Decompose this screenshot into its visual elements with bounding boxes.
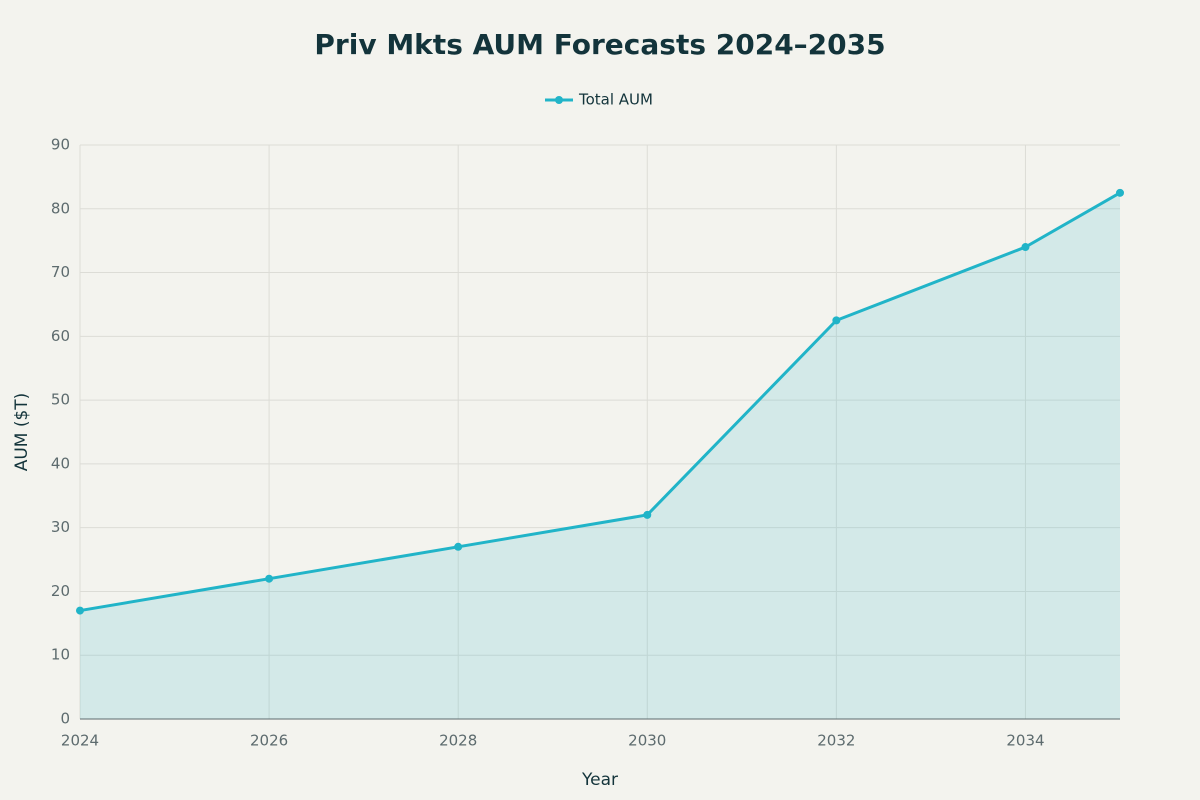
y-tick-label: 50	[51, 391, 70, 409]
y-tick-label: 30	[51, 518, 70, 536]
x-tick-label: 2030	[628, 732, 666, 750]
y-tick-label: 60	[51, 327, 70, 345]
legend-marker	[555, 96, 563, 104]
legend-label: Total AUM	[578, 91, 653, 109]
y-tick-label: 20	[51, 582, 70, 600]
plot	[76, 188, 1124, 720]
x-tick-label: 2026	[250, 732, 288, 750]
y-tick-label: 0	[60, 710, 70, 728]
point	[832, 316, 841, 325]
y-tick-label: 90	[51, 136, 70, 154]
point	[454, 542, 463, 551]
area	[80, 192, 1120, 720]
point	[265, 574, 274, 583]
y-tick-label: 70	[51, 263, 70, 281]
y-axis-title: AUM ($T)	[12, 393, 32, 472]
y-tick-label: 80	[51, 199, 70, 217]
x-tick-label: 2028	[439, 732, 477, 750]
point	[76, 606, 84, 615]
x-tick-label: 2032	[817, 732, 855, 750]
y-tick-label: 10	[51, 646, 70, 664]
x-tick-label: 2034	[1006, 732, 1044, 750]
point	[1116, 188, 1124, 197]
chart-title: Priv Mkts AUM Forecasts 2024–2035	[314, 28, 885, 61]
point	[643, 510, 652, 519]
point	[1021, 243, 1030, 252]
grid	[79, 144, 1120, 720]
y-tick-label: 40	[51, 454, 70, 472]
x-axis-title: Year	[581, 770, 618, 790]
x-tick-label: 2024	[61, 732, 99, 750]
